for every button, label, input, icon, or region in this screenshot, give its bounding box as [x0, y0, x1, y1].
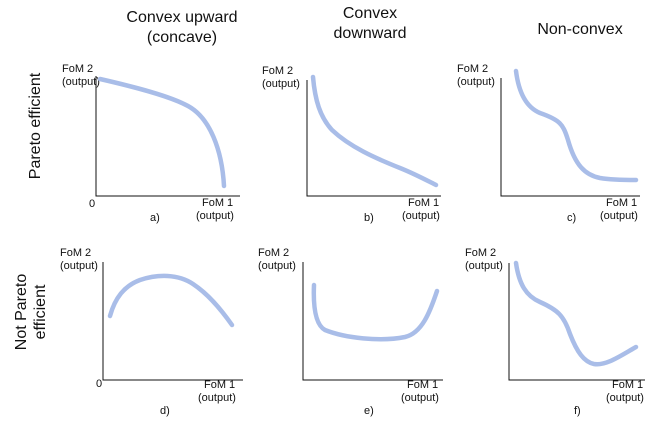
y-axis-label-line2: (output) — [457, 76, 495, 88]
x-axis-label-line2: (output) — [401, 392, 439, 404]
curve-e — [311, 282, 440, 342]
curve-c — [513, 68, 639, 183]
x-axis-label-line1: FoM 1 — [408, 197, 439, 209]
row-title-2-line1: Not Pareto — [13, 274, 30, 351]
column-title-1-line2: (concave) — [147, 29, 217, 46]
x-axis-label-line1: FoM 1 — [606, 197, 637, 209]
x-axis-label-line2: (output) — [402, 210, 440, 222]
x-axis-label-line2: (output) — [198, 392, 236, 404]
row-title-2-line2: efficient — [32, 284, 49, 339]
x-axis-label-line1: FoM 1 — [612, 379, 643, 391]
column-title-1-line1: Convex upward — [126, 9, 237, 26]
curve-f — [513, 260, 639, 367]
panel-f: FoM 2 (output) FoM 1 (output) f) — [465, 247, 645, 417]
y-axis-label-line2: (output) — [465, 260, 503, 272]
x-axis-label-line2: (output) — [600, 210, 638, 222]
y-axis-label-line2: (output) — [258, 260, 296, 272]
panel-label-b: b) — [364, 212, 374, 224]
y-axis-label-line2: (output) — [60, 260, 98, 272]
y-axis-label-line1: FoM 2 — [62, 63, 93, 75]
y-axis-label-line1: FoM 2 — [457, 63, 488, 75]
panel-c: FoM 2 (output) FoM 1 (output) c) — [457, 63, 640, 224]
x-axis-label-line1: FoM 1 — [407, 379, 438, 391]
axes-d — [102, 262, 243, 381]
axes-e — [302, 262, 443, 381]
panel-b: FoM 2 (output) FoM 1 (output) b) — [262, 65, 441, 224]
x-axis-label-line1: FoM 1 — [204, 379, 235, 391]
x-axis-label-line2: (output) — [196, 210, 234, 222]
x-axis-label-line2: (output) — [606, 392, 644, 404]
axes-c — [500, 78, 640, 197]
y-axis-label-line1: FoM 2 — [258, 247, 289, 259]
column-title-2-line1: Convex — [343, 5, 397, 22]
curve-a — [97, 76, 227, 189]
axes-a — [95, 76, 240, 197]
axes-b — [306, 80, 441, 197]
panel-label-d: d) — [160, 405, 170, 417]
panel-label-f: f) — [574, 405, 581, 417]
curve-b — [310, 74, 439, 188]
panel-label-e: e) — [364, 405, 374, 417]
x-axis-label-line1: FoM 1 — [202, 197, 233, 209]
panel-a: FoM 2 (output) 0 FoM 1 (output) a) — [62, 63, 240, 224]
origin-label: 0 — [96, 378, 102, 390]
axes-f — [508, 263, 645, 381]
y-axis-label-line2: (output) — [262, 78, 300, 90]
column-title-2-line2: downward — [334, 25, 407, 42]
y-axis-label-line1: FoM 2 — [262, 65, 293, 77]
row-title-1: Pareto efficient — [27, 72, 44, 179]
panel-label-a: a) — [150, 212, 160, 224]
y-axis-label-line1: FoM 2 — [465, 247, 496, 259]
y-axis-label-line1: FoM 2 — [60, 247, 91, 259]
panel-d: FoM 2 (output) 0 FoM 1 (output) d) — [60, 247, 243, 417]
origin-label: 0 — [89, 198, 95, 210]
column-title-3: Non-convex — [537, 21, 622, 38]
y-axis-label-line2: (output) — [62, 76, 100, 88]
panel-label-c: c) — [567, 212, 576, 224]
curve-d — [107, 273, 235, 328]
panel-e: FoM 2 (output) FoM 1 (output) e) — [258, 247, 443, 417]
